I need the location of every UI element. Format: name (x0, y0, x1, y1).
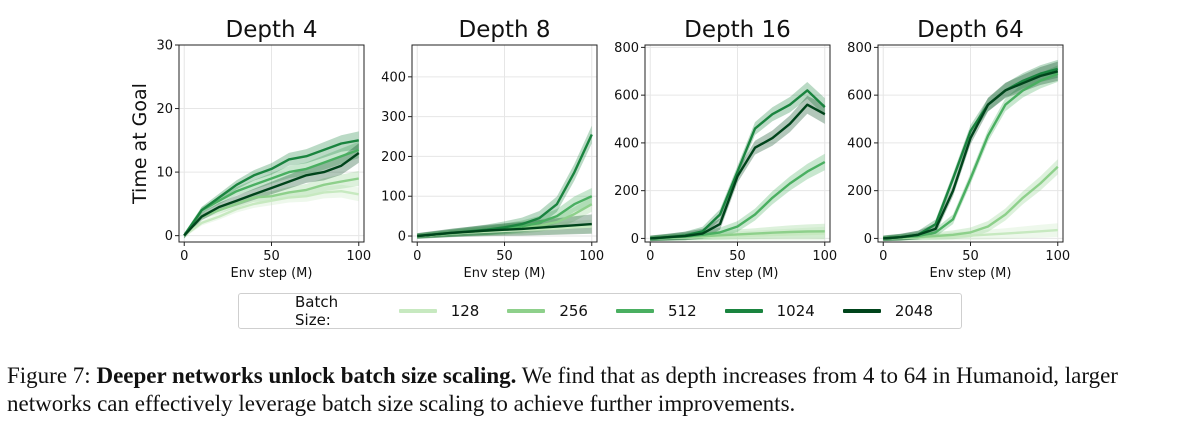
chart-panel: 0 50 100 0 200 400 600 800 Depth 16 Env step (M) (614, 17, 837, 281)
series-line-2048 (417, 222, 592, 238)
caption-bold: Deeper networks unlock batch size scalin… (96, 363, 517, 388)
y-tick-label: 0 (864, 232, 872, 247)
series-line-2048 (650, 103, 826, 240)
y-tick-label: 300 (381, 110, 406, 125)
chart-title: Depth 64 (917, 17, 1024, 43)
legend-swatch (615, 309, 654, 313)
x-tick-label: 0 (879, 249, 887, 264)
x-axis-label: Env step (M) (464, 266, 546, 281)
series-band-512 (417, 188, 592, 239)
x-tick-label: 100 (346, 249, 371, 264)
x-tick-label: 50 (729, 249, 746, 264)
legend-label: 1024 (776, 302, 815, 320)
legend-swatch (724, 309, 763, 313)
legend-item-128: 128 (398, 302, 480, 320)
charts-canvas: 0 50 100 0 10 20 30 Depth 4 Env step (M) Time at … (129, 17, 1070, 281)
legend-label: 256 (559, 302, 588, 320)
y-tick-label: 0 (398, 230, 406, 245)
series-band-1024 (650, 82, 825, 242)
y-tick-label: 20 (156, 102, 173, 117)
chart-panel: 0 50 100 0 100 200 300 400 Depth 8 Env step (M) (381, 17, 604, 281)
series-line-128 (183, 190, 360, 237)
x-tick-label: 50 (962, 249, 979, 264)
series-line-256 (183, 177, 360, 237)
y-tick-label: 600 (614, 89, 639, 104)
y-tick-label: 400 (381, 70, 406, 85)
legend-item-256: 256 (507, 302, 588, 320)
series-line-1024 (183, 139, 360, 237)
y-tick-label: 200 (614, 184, 639, 199)
y-tick-label: 30 (156, 39, 173, 54)
y-tick-label: 400 (847, 136, 872, 151)
chart-title: Depth 4 (226, 17, 318, 43)
caption-label: Figure 7: (7, 363, 97, 388)
x-tick-label: 100 (812, 249, 837, 264)
x-tick-label: 100 (1045, 249, 1070, 264)
x-axis-label: Env step (M) (697, 266, 779, 281)
y-tick-label: 800 (614, 41, 639, 56)
legend-item-2048: 2048 (842, 302, 933, 320)
series-band-512 (883, 65, 1058, 241)
series-band-2048 (184, 143, 359, 239)
legend-item-512: 512 (615, 302, 697, 320)
legend-label: 128 (450, 302, 480, 320)
series-line-512 (183, 148, 360, 237)
series-line-2048 (883, 70, 1059, 240)
legend-title: Batch Size: (295, 293, 339, 329)
x-tick-label: 100 (579, 249, 604, 264)
legend-swatch (507, 309, 546, 313)
y-tick-label: 200 (847, 184, 872, 199)
series-band-1024 (883, 59, 1058, 242)
x-tick-label: 50 (263, 249, 280, 264)
series-band-1024 (184, 131, 359, 239)
x-tick-label: 0 (646, 249, 654, 264)
series-band-256 (883, 159, 1058, 241)
chart-title: Depth 8 (459, 17, 551, 43)
caption-text: We find that as depth increases from 4 t… (7, 363, 1118, 416)
x-tick-label: 50 (496, 249, 513, 264)
y-tick-label: 400 (614, 136, 639, 151)
x-tick-label: 0 (180, 249, 188, 264)
legend-label: 2048 (894, 302, 933, 320)
y-tick-label: 10 (156, 166, 173, 181)
y-axis-label: Time at Goal (129, 83, 151, 205)
x-tick-label: 0 (413, 249, 421, 264)
chart-panel: 0 50 100 0 10 20 30 Depth 4 Env step (M) Time at … (129, 17, 371, 281)
series-line-2048 (183, 152, 360, 237)
legend-item-1024: 1024 (724, 302, 815, 320)
chart-panel: 0 50 100 0 200 400 600 800 Depth 64 Env step (M) (847, 17, 1070, 281)
y-tick-label: 800 (847, 41, 872, 56)
x-axis-label: Env step (M) (930, 266, 1012, 281)
chart-title: Depth 16 (684, 17, 791, 43)
legend: Batch Size: 128 256 512 1024 2048 (238, 293, 962, 329)
legend-swatch (842, 309, 881, 313)
series-band-512 (650, 153, 825, 241)
series-band-128 (184, 184, 359, 238)
y-tick-label: 200 (381, 150, 406, 165)
y-tick-label: 600 (847, 89, 872, 104)
x-axis-label: Env step (M) (231, 266, 313, 281)
y-tick-label: 100 (381, 190, 406, 205)
legend-swatch (398, 309, 437, 313)
legend-label: 512 (667, 302, 697, 320)
y-tick-label: 0 (165, 229, 173, 244)
figure-caption: Figure 7: Deeper networks unlock batch s… (7, 362, 1197, 418)
y-tick-label: 0 (631, 232, 639, 247)
